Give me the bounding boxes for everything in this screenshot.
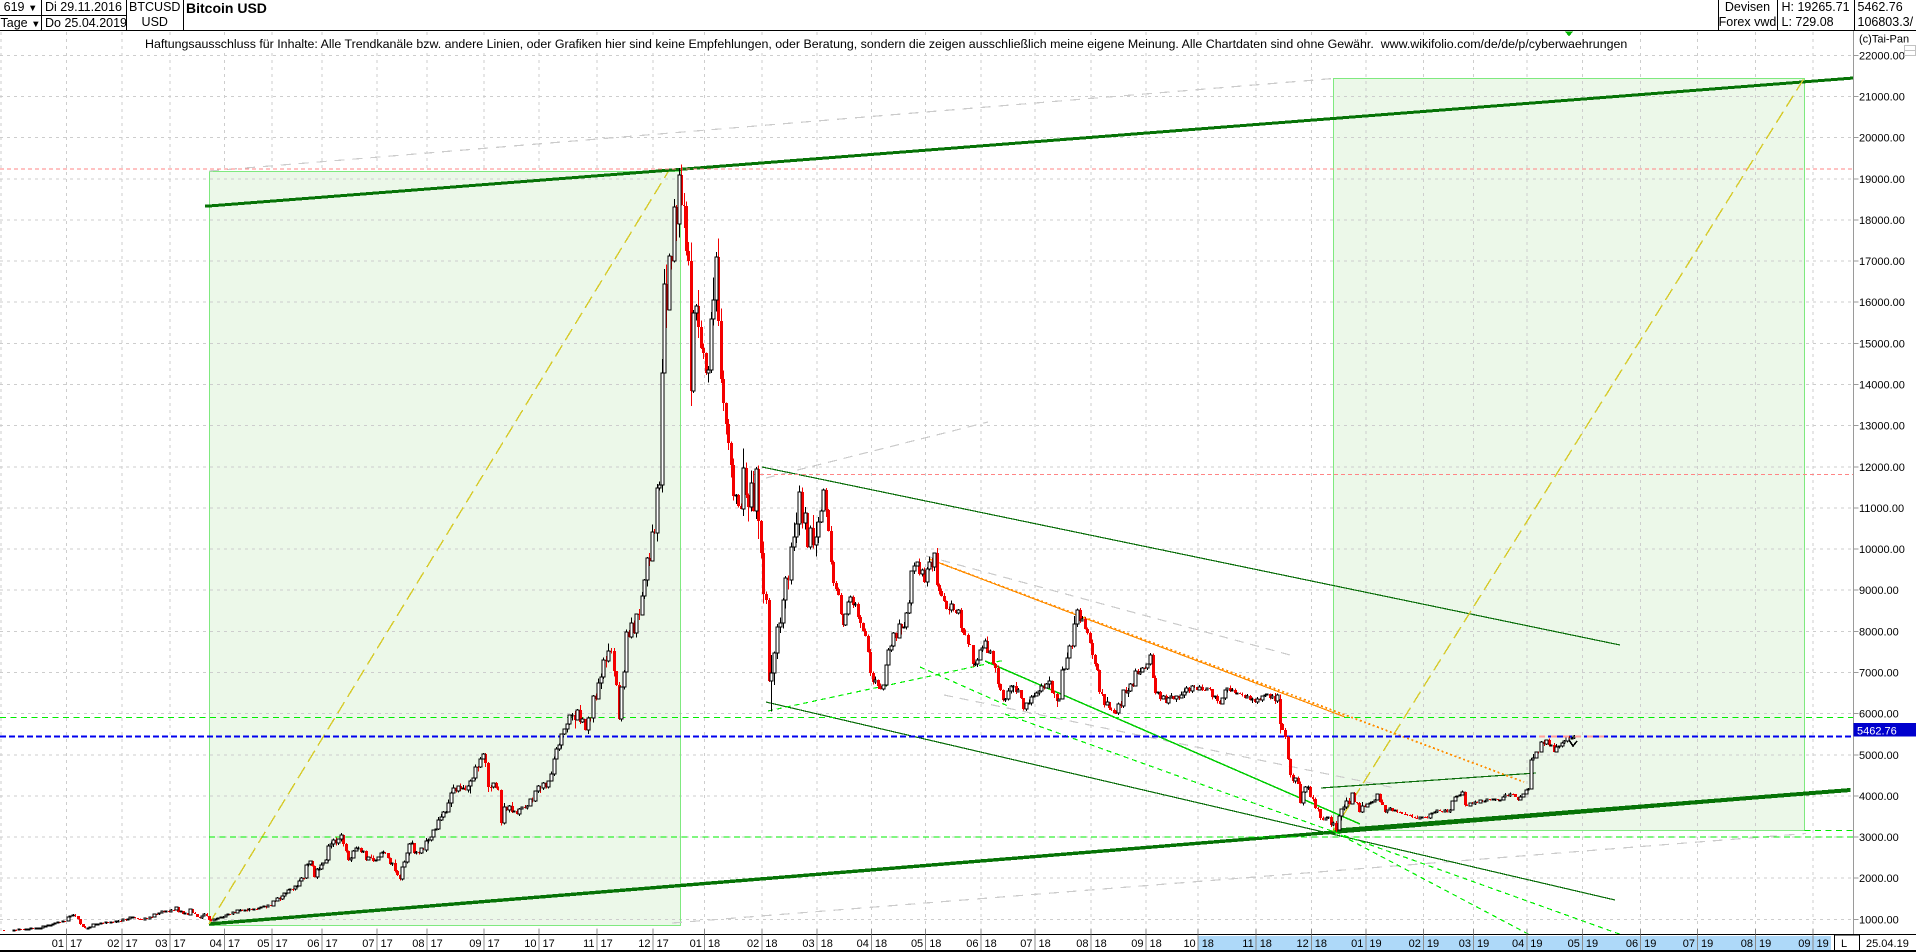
svg-text:11000.00: 11000.00 [1859, 503, 1904, 515]
svg-text:17: 17 [601, 938, 613, 950]
svg-text:10000.00: 10000.00 [1859, 544, 1905, 556]
svg-text:18: 18 [765, 938, 777, 950]
svg-text:18: 18 [929, 938, 941, 950]
svg-text:4000.00: 4000.00 [1859, 791, 1899, 803]
svg-text:1000.00: 1000.00 [1859, 914, 1899, 926]
svg-text:05: 05 [1568, 938, 1580, 950]
svg-text:11: 11 [583, 938, 594, 950]
svg-text:07: 07 [1683, 938, 1695, 950]
svg-text:08: 08 [1741, 938, 1753, 950]
svg-text:07: 07 [362, 938, 374, 950]
svg-text:10: 10 [524, 938, 536, 950]
svg-text:02: 02 [1409, 938, 1421, 950]
svg-text:6000.00: 6000.00 [1859, 709, 1899, 721]
svg-text:01: 01 [52, 938, 64, 950]
svg-text:03: 03 [1459, 938, 1471, 950]
svg-text:19: 19 [1759, 938, 1771, 950]
svg-text:19000.00: 19000.00 [1859, 174, 1905, 186]
svg-text:17: 17 [431, 938, 443, 950]
svg-text:14000.00: 14000.00 [1859, 380, 1905, 392]
svg-text:04: 04 [210, 938, 222, 950]
svg-text:22000.00: 22000.00 [1859, 50, 1905, 62]
svg-text:18: 18 [985, 938, 997, 950]
svg-text:06: 06 [966, 938, 978, 950]
svg-text:19: 19 [1644, 938, 1656, 950]
svg-text:16000.00: 16000.00 [1859, 297, 1905, 309]
svg-text:2000.00: 2000.00 [1859, 873, 1899, 885]
svg-text:17: 17 [543, 938, 555, 950]
svg-text:5000.00: 5000.00 [1859, 750, 1899, 762]
svg-text:07: 07 [1020, 938, 1032, 950]
svg-text:02: 02 [107, 938, 119, 950]
svg-text:8000.00: 8000.00 [1859, 626, 1899, 638]
svg-text:05: 05 [257, 938, 269, 950]
svg-text:04: 04 [857, 938, 869, 950]
svg-text:17: 17 [488, 938, 500, 950]
svg-text:08: 08 [1076, 938, 1088, 950]
svg-text:19: 19 [1701, 938, 1713, 950]
svg-text:06: 06 [307, 938, 319, 950]
svg-text:02: 02 [747, 938, 759, 950]
svg-text:13000.00: 13000.00 [1859, 421, 1905, 433]
svg-text:12: 12 [1297, 938, 1309, 950]
svg-text:17: 17 [70, 938, 82, 950]
svg-text:03: 03 [802, 938, 814, 950]
svg-text:01: 01 [690, 938, 702, 950]
svg-text:18: 18 [1039, 938, 1051, 950]
svg-text:09: 09 [469, 938, 481, 950]
svg-text:04: 04 [1512, 938, 1524, 950]
svg-text:7000.00: 7000.00 [1859, 668, 1899, 680]
svg-text:11: 11 [1242, 938, 1253, 950]
svg-text:17: 17 [326, 938, 338, 950]
svg-text:12: 12 [638, 938, 650, 950]
svg-text:9000.00: 9000.00 [1859, 585, 1899, 597]
svg-text:15000.00: 15000.00 [1859, 338, 1905, 350]
svg-text:17: 17 [381, 938, 393, 950]
svg-text:3000.00: 3000.00 [1859, 832, 1899, 844]
svg-text:21000.00: 21000.00 [1859, 92, 1905, 104]
svg-text:19: 19 [1477, 938, 1489, 950]
svg-text:18: 18 [1095, 938, 1107, 950]
svg-text:19: 19 [1530, 938, 1542, 950]
svg-text:5462.76: 5462.76 [1857, 726, 1897, 738]
svg-text:18: 18 [1202, 938, 1214, 950]
svg-text:17: 17 [276, 938, 288, 950]
svg-text:18: 18 [1260, 938, 1272, 950]
svg-text:18: 18 [1150, 938, 1162, 950]
svg-text:18: 18 [1315, 938, 1327, 950]
svg-text:08: 08 [412, 938, 424, 950]
svg-text:19: 19 [1427, 938, 1439, 950]
svg-text:18000.00: 18000.00 [1859, 215, 1905, 227]
svg-text:17: 17 [174, 938, 186, 950]
svg-text:18: 18 [708, 938, 720, 950]
svg-text:20000.00: 20000.00 [1859, 133, 1905, 145]
svg-text:17000.00: 17000.00 [1859, 256, 1905, 268]
svg-text:18: 18 [875, 938, 887, 950]
svg-text:01: 01 [1351, 938, 1363, 950]
svg-text:18: 18 [821, 938, 833, 950]
svg-text:10: 10 [1183, 938, 1195, 950]
svg-text:(c)Tai-Pan: (c)Tai-Pan [1859, 34, 1909, 46]
svg-text:09: 09 [1131, 938, 1143, 950]
svg-text:19: 19 [1369, 938, 1381, 950]
svg-text:17: 17 [657, 938, 669, 950]
svg-text:17: 17 [228, 938, 240, 950]
svg-text:12000.00: 12000.00 [1859, 462, 1905, 474]
svg-text:03: 03 [155, 938, 167, 950]
svg-text:06: 06 [1626, 938, 1638, 950]
svg-text:17: 17 [126, 938, 138, 950]
svg-text:09: 09 [1798, 938, 1810, 950]
svg-text:25.04.19: 25.04.19 [1866, 938, 1909, 950]
svg-text:05: 05 [911, 938, 923, 950]
svg-text:19: 19 [1586, 938, 1598, 950]
svg-text:L: L [1841, 938, 1847, 950]
svg-text:19: 19 [1817, 938, 1829, 950]
